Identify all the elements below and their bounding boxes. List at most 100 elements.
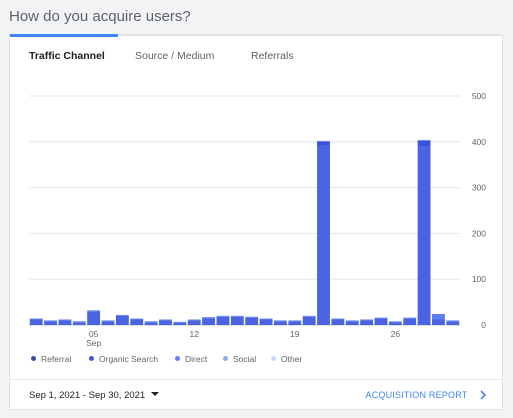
acquisition-report-link[interactable]: ACQUISITION REPORT	[365, 390, 486, 401]
legend-dot-referral-icon	[31, 356, 36, 362]
legend-label-other: Other	[281, 354, 303, 364]
bar-segment	[29, 319, 43, 325]
bar-segment	[159, 319, 172, 321]
bar-segment	[331, 318, 345, 320]
card-top-border	[10, 34, 502, 36]
caret-down-icon	[151, 392, 160, 397]
active-tab-indicator	[10, 34, 118, 37]
bar-segment	[44, 321, 57, 325]
bar-segment	[302, 315, 316, 317]
y-tick-label: 400	[472, 137, 486, 147]
bar-segment	[202, 318, 216, 325]
chevron-right-icon	[480, 390, 486, 400]
bar-segment	[245, 316, 259, 318]
bar-segment	[403, 317, 417, 319]
bar-segment	[259, 318, 273, 320]
legend-label-social: Social	[233, 354, 257, 364]
y-tick-label: 500	[472, 91, 486, 101]
bar-segment	[345, 321, 359, 325]
legend-label-referral: Referral	[41, 354, 72, 364]
acquisition-card: Traffic Channel Source / Medium Referral…	[9, 34, 503, 410]
bar-segment	[417, 146, 431, 325]
legend-dot-organic-search-icon	[89, 356, 94, 362]
bar-segment	[144, 321, 158, 323]
bar-segment	[245, 317, 259, 325]
bar-segment	[317, 145, 330, 325]
bar-segment	[360, 320, 374, 325]
bar-segment	[317, 141, 330, 146]
bar-segment	[58, 319, 72, 321]
x-tick-label: 26	[391, 329, 401, 339]
bar-segment	[273, 321, 287, 325]
y-tick-label: 0	[481, 320, 486, 330]
tab-source-medium[interactable]: Source / Medium	[135, 50, 215, 62]
bar-segment	[446, 320, 460, 322]
bar-segment	[187, 320, 201, 325]
x-tick-label: 19	[290, 329, 300, 339]
x-tick-label: 12	[189, 329, 199, 339]
footer-divider	[10, 379, 502, 380]
tab-traffic-channel[interactable]: Traffic Channel	[29, 50, 105, 62]
bar-segment	[417, 139, 431, 141]
bar-segment	[87, 311, 101, 325]
legend-dot-other-icon	[271, 356, 276, 362]
bar-segment	[101, 321, 115, 325]
bar-segment	[115, 314, 129, 316]
bar-segment	[58, 320, 72, 325]
section-title: How do you acquire users?	[9, 8, 191, 25]
bar-segment	[173, 322, 187, 325]
legend-item-direct: Direct	[175, 354, 207, 364]
bar-segment	[87, 310, 101, 312]
bar-segment	[417, 140, 431, 147]
bar-segment	[374, 318, 388, 325]
legend-label-organic-search: Organic Search	[99, 354, 159, 364]
legend-item-social: Social	[223, 354, 256, 364]
bar-segment	[345, 320, 359, 322]
bar-segment	[388, 321, 402, 323]
x-tick-label: 05	[89, 329, 99, 339]
date-range-selector[interactable]: Sep 1, 2021 - Sep 30, 2021	[29, 390, 160, 401]
y-tick-label: 100	[472, 274, 486, 284]
bar-segment	[44, 320, 57, 322]
bar-segment	[374, 317, 388, 319]
bar-segment	[216, 316, 230, 325]
bar-segment	[115, 315, 129, 325]
legend-dot-direct-icon	[175, 356, 180, 362]
date-range-label: Sep 1, 2021 - Sep 30, 2021	[29, 390, 146, 401]
bar-segment	[216, 315, 230, 317]
bar-segment	[432, 314, 445, 320]
legend-item-other: Other	[271, 354, 302, 364]
tab-bar: Traffic Channel Source / Medium Referral…	[10, 50, 502, 66]
bar-segment	[230, 316, 244, 325]
bar-segment	[360, 319, 374, 321]
legend-item-organic-search: Organic Search	[89, 354, 158, 364]
bar-segment	[159, 320, 172, 325]
bar-segment	[317, 140, 330, 142]
bar-segment	[130, 318, 144, 320]
bar-segment	[446, 321, 460, 325]
bar-segment	[331, 319, 345, 325]
bar-segment	[388, 322, 402, 325]
bar-segment	[202, 317, 216, 319]
y-tick-label: 300	[472, 183, 486, 193]
y-tick-label: 200	[472, 228, 486, 238]
acquisition-report-label: ACQUISITION REPORT	[365, 390, 468, 400]
bar-segment	[72, 321, 86, 323]
bar-segment	[130, 319, 144, 325]
legend-label-direct: Direct	[185, 354, 208, 364]
bar-segment	[187, 319, 201, 321]
bar-segment	[288, 320, 302, 322]
x-tick-sublabel: Sep	[86, 338, 101, 348]
bar-segment	[230, 315, 244, 317]
bar-segment	[273, 320, 287, 322]
bar-segment	[173, 321, 187, 323]
bar-segment	[144, 322, 158, 325]
bar-segment	[403, 318, 417, 325]
tab-referrals[interactable]: Referrals	[251, 50, 294, 62]
bar-segment	[72, 322, 86, 325]
bar-segment	[259, 319, 273, 325]
bar-segment	[101, 320, 115, 322]
legend-item-referral: Referral	[31, 354, 71, 364]
bar-segment	[288, 321, 302, 325]
